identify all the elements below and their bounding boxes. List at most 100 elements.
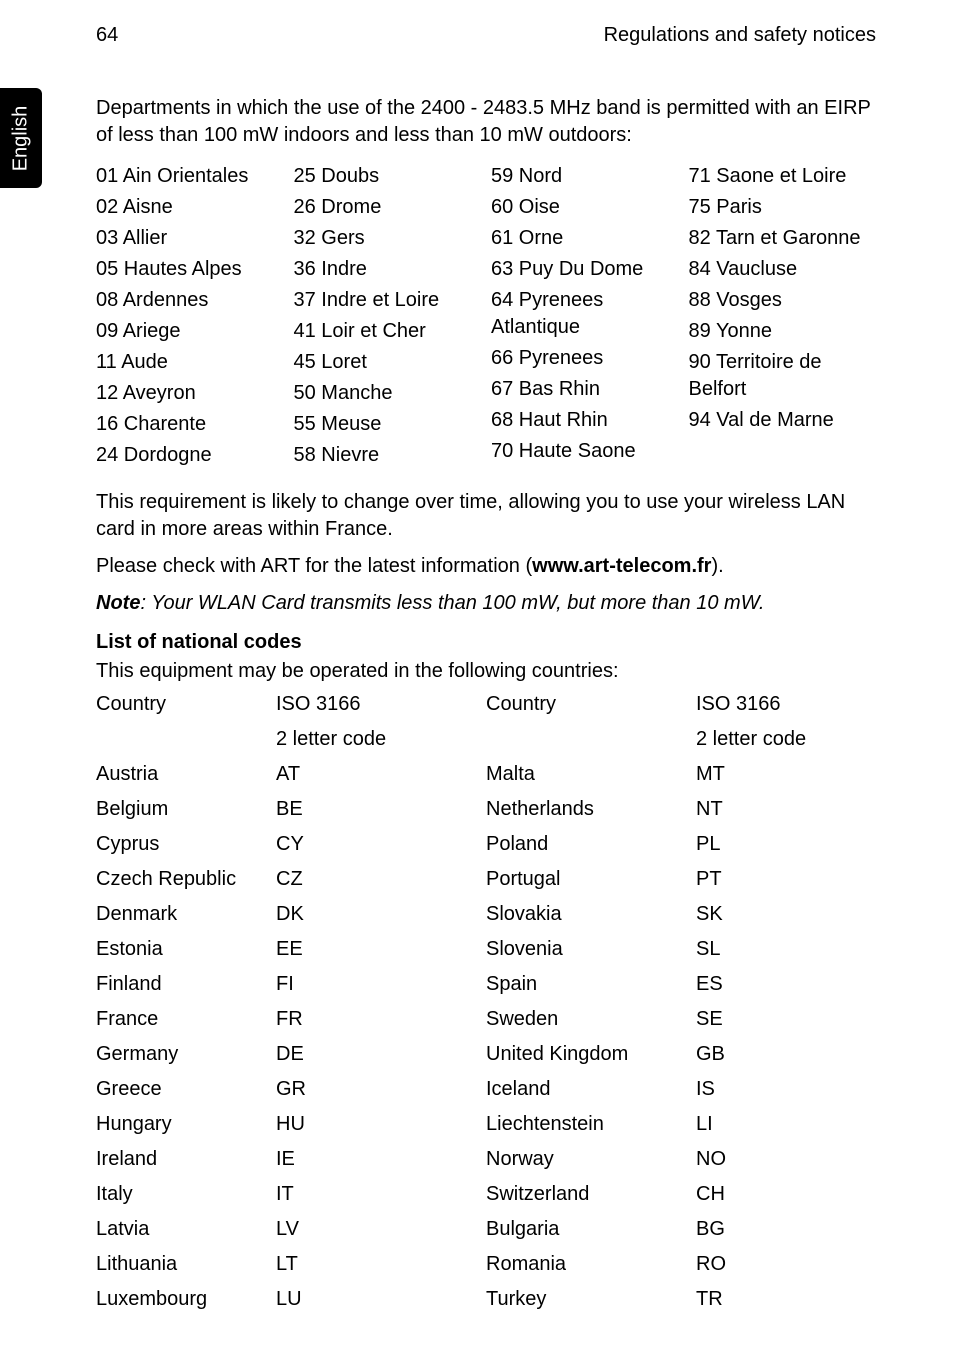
col-header-iso-1: ISO 3166	[276, 687, 486, 722]
department-item: 01 Ain Orientales	[96, 163, 284, 190]
page-title: Regulations and safety notices	[604, 24, 876, 47]
country-code: CH	[696, 1177, 856, 1212]
departments-col-1: 01 Ain Orientales 02 Aisne 03 Allier 05 Hau…	[96, 159, 284, 473]
department-item: 24 Dordogne	[96, 442, 284, 469]
country-code: SK	[696, 897, 856, 932]
country-code: LT	[276, 1247, 486, 1282]
department-item: 12 Aveyron	[96, 380, 284, 407]
country-name: Poland	[486, 827, 696, 862]
check-prefix: Please check with ART for the latest inf…	[96, 555, 532, 577]
country-name: Belgium	[96, 792, 276, 827]
country-code: FR	[276, 1002, 486, 1037]
country-code: AT	[276, 757, 486, 792]
country-name: Iceland	[486, 1072, 696, 1107]
check-line: Please check with ART for the latest inf…	[96, 553, 876, 580]
department-item: 63 Puy Du Dome	[491, 256, 679, 283]
department-item: 71 Saone et Loire	[689, 163, 877, 190]
department-item: 41 Loir et Cher	[294, 318, 482, 345]
department-item: 05 Hautes Alpes	[96, 256, 284, 283]
country-code: LU	[276, 1282, 486, 1317]
col-blank-2	[486, 722, 696, 757]
department-item: 09 Ariege	[96, 318, 284, 345]
country-code: ES	[696, 967, 856, 1002]
department-item: 32 Gers	[294, 225, 482, 252]
departments-col-4: 71 Saone et Loire 75 Paris 82 Tarn et Garo…	[689, 159, 877, 473]
col-header-iso-2: ISO 3166	[696, 687, 856, 722]
country-code: CY	[276, 827, 486, 862]
departments-col-2: 25 Doubs26 Drome32 Gers36 Indre37 Indre …	[294, 159, 482, 473]
country-code: EE	[276, 932, 486, 967]
country-code: DK	[276, 897, 486, 932]
country-name: France	[96, 1002, 276, 1037]
country-code: BG	[696, 1212, 856, 1247]
col-header-country-2: Country	[486, 687, 696, 722]
country-code: IT	[276, 1177, 486, 1212]
department-item: 58 Nievre	[294, 442, 482, 469]
department-item: 66 Pyrenees	[491, 345, 679, 372]
col-subhead-2: 2 letter code	[696, 722, 856, 757]
department-item: 75 Paris	[689, 194, 877, 221]
country-name: Austria	[96, 757, 276, 792]
country-name: Denmark	[96, 897, 276, 932]
department-item: 68 Haut Rhin	[491, 407, 679, 434]
department-item: 45 Loret	[294, 349, 482, 376]
country-code: NO	[696, 1142, 856, 1177]
department-item: 88 Vosges	[689, 287, 877, 314]
country-name: Latvia	[96, 1212, 276, 1247]
country-name: Slovakia	[486, 897, 696, 932]
country-code: MT	[696, 757, 856, 792]
department-item: 70 Haute Saone	[491, 438, 679, 465]
page-header: 64 Regulations and safety notices	[96, 24, 876, 47]
country-name: Malta	[486, 757, 696, 792]
country-code: IS	[696, 1072, 856, 1107]
country-name: Cyprus	[96, 827, 276, 862]
country-name: Ireland	[96, 1142, 276, 1177]
page-number: 64	[96, 24, 118, 47]
department-item: 82 Tarn et Garonne	[689, 225, 877, 252]
country-name: Hungary	[96, 1107, 276, 1142]
col-blank-1	[96, 722, 276, 757]
department-item: 16 Charente	[96, 411, 284, 438]
departments-col-3: 59 Nord60 Oise61 Orne63 Puy Du Dome64 Py…	[491, 159, 679, 473]
department-item: 59 Nord	[491, 163, 679, 190]
country-name: Luxembourg	[96, 1282, 276, 1317]
country-code: HU	[276, 1107, 486, 1142]
country-name: Liechtenstein	[486, 1107, 696, 1142]
department-item: 61 Orne	[491, 225, 679, 252]
country-table: Country ISO 3166 Country ISO 3166 2 lett…	[96, 687, 876, 1317]
department-item: 60 Oise	[491, 194, 679, 221]
department-item: 08 Ardennes	[96, 287, 284, 314]
department-item: 02 Aisne	[96, 194, 284, 221]
country-name: Lithuania	[96, 1247, 276, 1282]
country-name: Norway	[486, 1142, 696, 1177]
department-item: 94 Val de Marne	[689, 407, 877, 434]
country-code: SL	[696, 932, 856, 967]
country-code: RO	[696, 1247, 856, 1282]
country-name: Finland	[96, 967, 276, 1002]
country-name: Czech Republic	[96, 862, 276, 897]
country-name: Slovenia	[486, 932, 696, 967]
department-item: 55 Meuse	[294, 411, 482, 438]
side-tab: English	[0, 88, 42, 188]
department-item: 03 Allier	[96, 225, 284, 252]
country-code: TR	[696, 1282, 856, 1317]
intro-paragraph: Departments in which the use of the 2400…	[96, 95, 876, 149]
country-code: PL	[696, 827, 856, 862]
country-code: GB	[696, 1037, 856, 1072]
country-name: Spain	[486, 967, 696, 1002]
country-code: GR	[276, 1072, 486, 1107]
department-item: 67 Bas Rhin	[491, 376, 679, 403]
country-code: BE	[276, 792, 486, 827]
department-item: 89 Yonne	[689, 318, 877, 345]
note-line: Note: Your WLAN Card transmits less than…	[96, 590, 876, 617]
department-item: 36 Indre	[294, 256, 482, 283]
country-code: IE	[276, 1142, 486, 1177]
country-name: Bulgaria	[486, 1212, 696, 1247]
department-item: 25 Doubs	[294, 163, 482, 190]
requirement-text: This requirement is likely to change ove…	[96, 489, 876, 543]
department-item: 50 Manche	[294, 380, 482, 407]
country-name: Romania	[486, 1247, 696, 1282]
check-link: www.art-telecom.fr	[532, 555, 711, 577]
codes-intro: This equipment may be operated in the fo…	[96, 658, 876, 685]
country-name: United Kingdom	[486, 1037, 696, 1072]
